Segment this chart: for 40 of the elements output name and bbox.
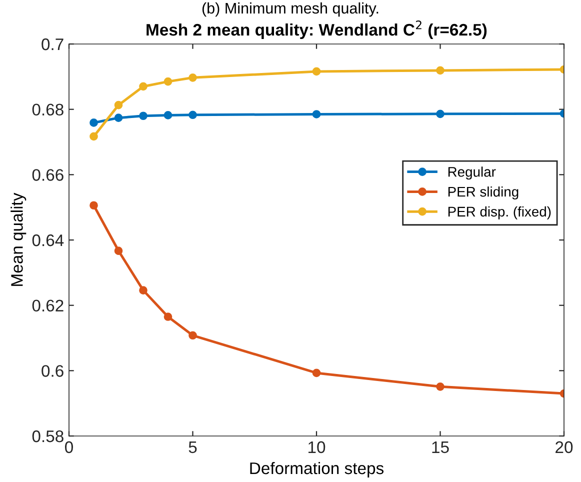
- point: [188, 73, 197, 82]
- text: (b) Minimum mesh quality.: [202, 2, 378, 17]
- point: [312, 110, 321, 118]
- x-tick-label: 0: [65, 441, 73, 454]
- point: [164, 77, 172, 86]
- point: [436, 66, 444, 75]
- y-axis-title: Mean quality: [10, 192, 26, 286]
- y-tick-label: 0.62: [32, 300, 64, 312]
- point: [436, 110, 444, 118]
- point: [90, 118, 98, 127]
- point: [90, 132, 98, 141]
- point: [312, 67, 321, 76]
- y-tick-label: 0.58: [32, 430, 64, 442]
- point: [139, 286, 148, 294]
- y-tick-label: 0.68: [32, 104, 64, 116]
- point: [90, 201, 98, 210]
- y-tick-label: 0.7: [42, 38, 64, 50]
- point: [164, 312, 172, 321]
- legend-label: Regular: [448, 166, 496, 180]
- point: [164, 111, 172, 120]
- point: [436, 382, 444, 391]
- y-tick-label: 0.6: [42, 365, 64, 377]
- chart-title: Mesh 2 mean quality: Wendland C$^{2}$ (r=62.5): [146, 20, 487, 39]
- x-tick-label: 15: [432, 441, 449, 454]
- point: [114, 100, 123, 110]
- x-tick-label: 20: [556, 441, 573, 454]
- x-tick-label: 10: [308, 441, 326, 454]
- point: [312, 368, 321, 378]
- point: [139, 112, 148, 120]
- legend-label: PER sliding: [448, 186, 518, 200]
- legend-label: PER disp. (fixed): [448, 206, 551, 220]
- x-tick-label: 5: [188, 441, 197, 454]
- point: [114, 246, 123, 255]
- point: [188, 331, 197, 340]
- point: [114, 114, 123, 122]
- x-axis-title: Deformation steps: [250, 462, 384, 478]
- point: [188, 110, 197, 120]
- point: [139, 82, 148, 91]
- y-tick-label: 0.66: [32, 169, 64, 181]
- y-tick-label: 0.64: [32, 234, 64, 246]
